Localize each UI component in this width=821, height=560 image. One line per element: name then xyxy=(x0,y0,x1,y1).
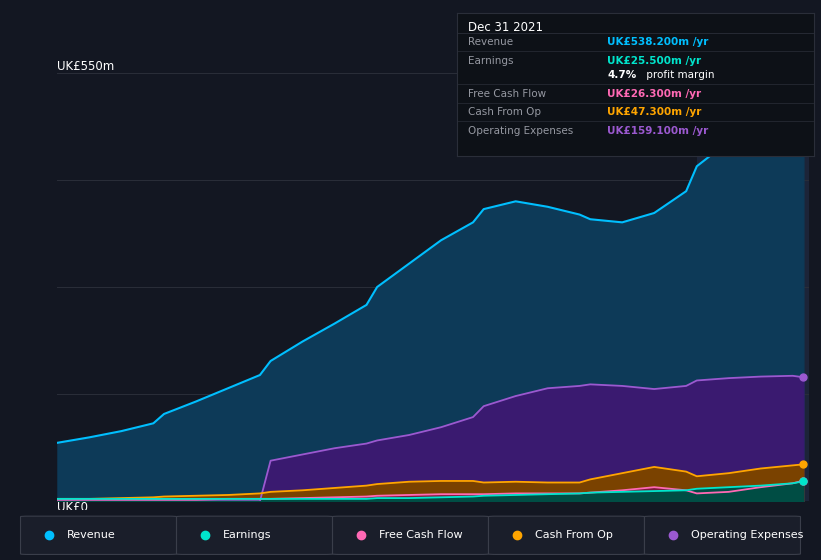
Text: 4.7%: 4.7% xyxy=(608,70,636,80)
Text: Revenue: Revenue xyxy=(468,37,513,47)
FancyBboxPatch shape xyxy=(177,516,333,554)
Text: Revenue: Revenue xyxy=(67,530,116,540)
Text: UK£47.300m /yr: UK£47.300m /yr xyxy=(608,107,702,117)
Text: UK£0: UK£0 xyxy=(57,501,89,514)
FancyBboxPatch shape xyxy=(644,516,800,554)
Text: Cash From Op: Cash From Op xyxy=(535,530,613,540)
FancyBboxPatch shape xyxy=(21,516,177,554)
Text: Earnings: Earnings xyxy=(468,56,513,66)
Text: profit margin: profit margin xyxy=(643,70,714,80)
FancyBboxPatch shape xyxy=(488,516,644,554)
FancyBboxPatch shape xyxy=(333,516,488,554)
Text: UK£26.300m /yr: UK£26.300m /yr xyxy=(608,88,701,99)
Text: Cash From Op: Cash From Op xyxy=(468,107,541,117)
Text: Operating Expenses: Operating Expenses xyxy=(468,125,573,136)
Text: Free Cash Flow: Free Cash Flow xyxy=(468,88,546,99)
Text: Operating Expenses: Operating Expenses xyxy=(691,530,804,540)
Bar xyxy=(697,73,809,501)
Text: Earnings: Earnings xyxy=(223,530,272,540)
Text: UK£159.100m /yr: UK£159.100m /yr xyxy=(608,125,709,136)
Text: UK£538.200m /yr: UK£538.200m /yr xyxy=(608,37,709,47)
Text: Dec 31 2021: Dec 31 2021 xyxy=(468,21,543,35)
Text: Free Cash Flow: Free Cash Flow xyxy=(379,530,463,540)
Text: UK£550m: UK£550m xyxy=(57,60,115,73)
Text: UK£25.500m /yr: UK£25.500m /yr xyxy=(608,56,701,66)
